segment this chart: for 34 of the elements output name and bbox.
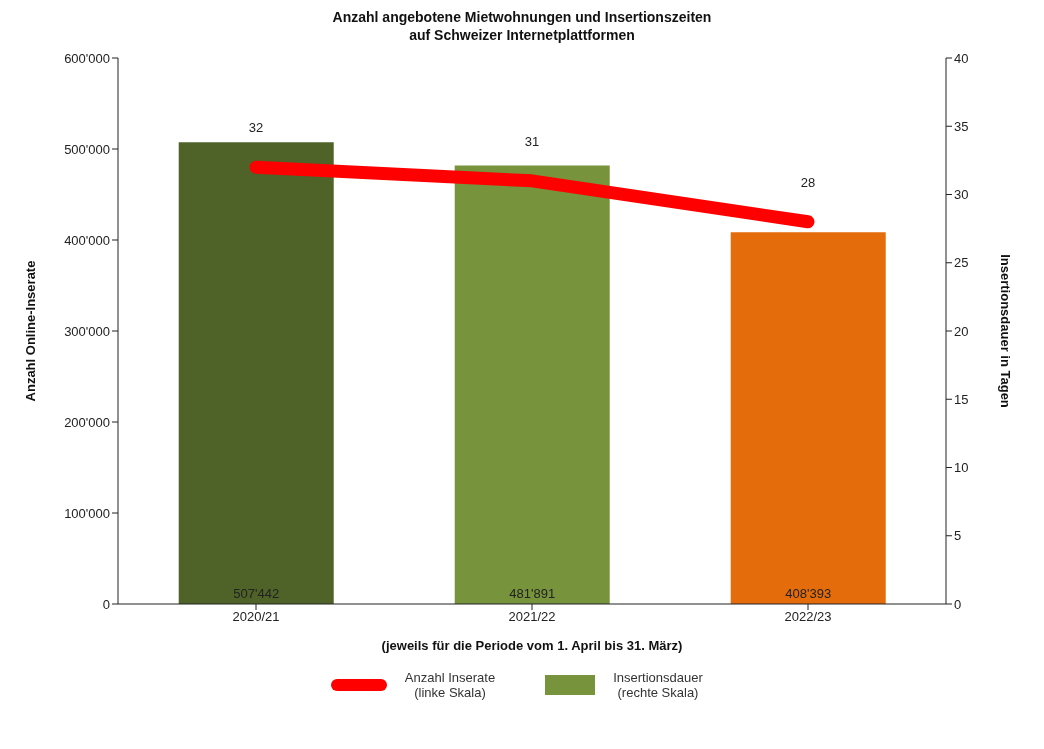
bar (178, 142, 334, 604)
y-tick-label: 300'000 (64, 323, 110, 339)
x-tick-label: 2020/21 (232, 609, 280, 625)
x-tick-label: 2022/23 (784, 609, 832, 625)
legend-label: Anzahl Inserate (linke Skala) (403, 670, 497, 700)
y-axis-title: Anzahl Online-Inserate (22, 260, 38, 402)
y2-tick-label: 15 (954, 391, 969, 407)
data-label: 32 (248, 120, 264, 136)
y2-tick-label: 10 (954, 460, 969, 476)
y-tick-label: 200'000 (64, 414, 110, 430)
chart-title: Anzahl angebotene Mietwohnungen und Insertionszeiten auf Schweizer Internetplattformen (331, 8, 713, 44)
y2-tick-label: 40 (954, 50, 969, 66)
y2-tick-label: 35 (954, 118, 969, 134)
y2-tick-label: 25 (954, 255, 969, 271)
y2-tick-label: 0 (954, 596, 962, 612)
bar (454, 165, 610, 604)
bar (730, 232, 886, 604)
y-tick-label: 600'000 (64, 50, 110, 66)
data-label: 507'442 (233, 586, 280, 601)
y-tick-label: 400'000 (64, 232, 110, 248)
data-label: 481'891 (509, 586, 556, 601)
x-tick-label: 2021/22 (508, 609, 556, 625)
legend-label: Insertionsdauer (rechte Skala) (612, 670, 704, 700)
y-tick-label: 500'000 (64, 141, 110, 157)
y2-tick-label: 30 (954, 187, 969, 203)
y-tick-label: 0 (102, 596, 110, 612)
y2-tick-label: 20 (954, 323, 969, 339)
data-label: 31 (524, 133, 540, 149)
y2-axis-title: Insertionsdauer in Tagen (998, 254, 1014, 408)
x-axis-title: (jeweils für die Periode vom 1. April bis 31. März) (381, 638, 683, 653)
y2-tick-label: 5 (954, 528, 962, 544)
data-label: 408'393 (785, 586, 832, 601)
y-tick-label: 100'000 (64, 505, 110, 521)
data-label: 28 (800, 174, 816, 190)
